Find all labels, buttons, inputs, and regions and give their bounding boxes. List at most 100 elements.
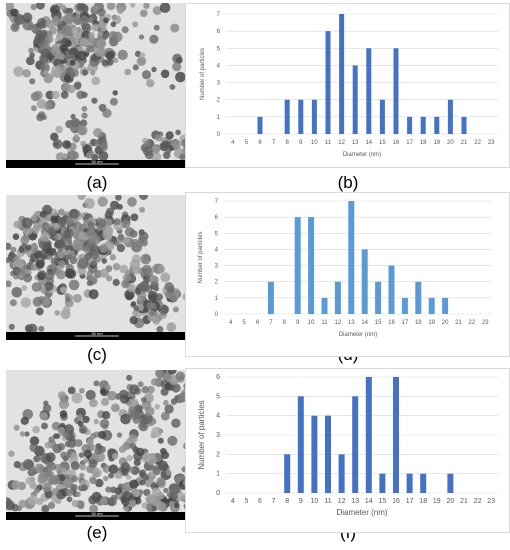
bar xyxy=(284,454,291,493)
bar xyxy=(388,265,395,314)
y-tick-label: 7 xyxy=(215,199,219,205)
x-tick-label: 15 xyxy=(379,498,387,505)
y-tick-label: 3 xyxy=(215,264,219,270)
x-tick-label: 17 xyxy=(402,320,409,326)
x-tick-label: 8 xyxy=(286,140,290,146)
y-axis-label: Number of particles xyxy=(197,400,206,469)
y-tick-label: 2 xyxy=(216,451,220,458)
bar xyxy=(366,48,372,134)
bar xyxy=(267,281,274,314)
x-tick-label: 13 xyxy=(348,320,355,326)
tem-particles xyxy=(6,370,188,514)
panel-label-a: (a) xyxy=(86,173,108,192)
y-tick-label: 6 xyxy=(216,374,220,381)
bar xyxy=(415,281,422,314)
x-tick-label: 20 xyxy=(447,498,455,505)
x-tick-label: 12 xyxy=(338,140,345,146)
y-tick-label: 6 xyxy=(217,29,221,35)
x-tick-label: 15 xyxy=(379,140,386,146)
x-tick-label: 16 xyxy=(392,498,400,505)
x-tick-label: 23 xyxy=(482,320,489,326)
x-tick-label: 9 xyxy=(299,498,303,505)
scale-bar-label: 50 nm xyxy=(91,511,103,516)
bar xyxy=(325,415,331,493)
x-tick-label: 19 xyxy=(433,498,441,505)
x-tick-label: 8 xyxy=(285,498,289,505)
panel-label-e: (e) xyxy=(86,523,108,542)
x-axis-label: Diameter (nm) xyxy=(343,152,381,158)
y-tick-label: 0 xyxy=(215,312,219,318)
bar xyxy=(297,396,304,493)
bar xyxy=(325,31,331,135)
tem-image-a: 50 nm xyxy=(6,3,188,168)
tem-micrograph-c: 50 nm xyxy=(6,195,188,340)
bar xyxy=(434,116,440,134)
bar xyxy=(338,454,345,493)
y-axis-label: Number of particles xyxy=(200,48,206,100)
y-tick-label: 2 xyxy=(217,98,221,104)
bar xyxy=(334,281,341,314)
tem-image-c: 50 nm xyxy=(6,195,188,360)
bar xyxy=(298,99,304,134)
bar xyxy=(352,65,358,134)
bar xyxy=(257,116,263,134)
scale-bar-label: 50 nm xyxy=(91,331,103,336)
tem-image-e: 50 nm xyxy=(6,370,188,535)
bar xyxy=(447,99,453,134)
x-tick-label: 22 xyxy=(474,498,482,505)
x-tick-label: 11 xyxy=(321,320,328,326)
x-tick-label: 8 xyxy=(283,320,287,326)
x-tick-label: 7 xyxy=(272,140,276,146)
bar xyxy=(311,415,318,493)
bar xyxy=(375,281,382,314)
bar xyxy=(407,116,413,134)
bar xyxy=(420,473,427,493)
bar xyxy=(442,297,449,314)
x-tick-label: 21 xyxy=(455,320,462,326)
bar xyxy=(379,473,386,493)
bar xyxy=(352,396,359,493)
x-tick-label: 17 xyxy=(406,498,414,505)
y-tick-label: 4 xyxy=(217,63,221,69)
x-tick-label: 20 xyxy=(447,140,454,146)
histogram-f: 0 1 2 3 4 5 6 4 5 6 7 8 9 10 11 12 13 14 15 16 17 18 19 20 21 22 2… xyxy=(185,368,510,533)
histogram-d: 0 1 2 3 4 5 6 7 4 5 6 7 8 9 10 11 12 13 14 15 16 17 18 19 20 21 22… xyxy=(185,192,510,357)
x-tick-label: 9 xyxy=(296,320,300,326)
x-tick-label: 18 xyxy=(419,498,427,505)
bar xyxy=(365,377,372,493)
x-tick-label: 12 xyxy=(338,498,346,505)
y-tick-label: 3 xyxy=(217,81,221,87)
x-tick-label: 21 xyxy=(460,498,468,505)
y-tick-label: 3 xyxy=(216,432,220,439)
bar xyxy=(311,99,317,134)
x-tick-label: 14 xyxy=(365,140,372,146)
bar xyxy=(339,14,345,134)
y-axis-label: Number of particles xyxy=(198,231,204,283)
y-tick-label: 7 xyxy=(217,12,221,18)
x-tick-label: 7 xyxy=(272,498,276,505)
bar xyxy=(393,48,399,134)
bar xyxy=(420,116,426,134)
x-tick-label: 23 xyxy=(488,140,495,146)
bar xyxy=(294,217,301,314)
x-tick-label: 12 xyxy=(335,320,342,326)
x-tick-label: 21 xyxy=(461,140,468,146)
histogram-b: 0 1 2 3 4 5 6 7 4 5 6 7 8 9 10 11 12 13 14 15 16 17 18 19 20 21 22… xyxy=(185,3,510,168)
x-tick-label: 10 xyxy=(311,498,319,505)
x-tick-label: 10 xyxy=(308,320,315,326)
y-tick-label: 5 xyxy=(217,46,221,52)
x-tick-label: 17 xyxy=(406,140,413,146)
tem-micrograph-e: 50 nm xyxy=(6,370,188,520)
x-tick-label: 19 xyxy=(428,320,435,326)
x-tick-label: 9 xyxy=(299,140,303,146)
scale-bar-label: 50 nm xyxy=(91,159,103,164)
x-tick-label: 19 xyxy=(433,140,440,146)
x-tick-label: 4 xyxy=(231,498,235,505)
y-tick-label: 5 xyxy=(216,393,220,400)
tem-particles xyxy=(6,195,188,334)
panel-label-c: (c) xyxy=(87,345,107,364)
x-tick-label: 11 xyxy=(325,140,332,146)
